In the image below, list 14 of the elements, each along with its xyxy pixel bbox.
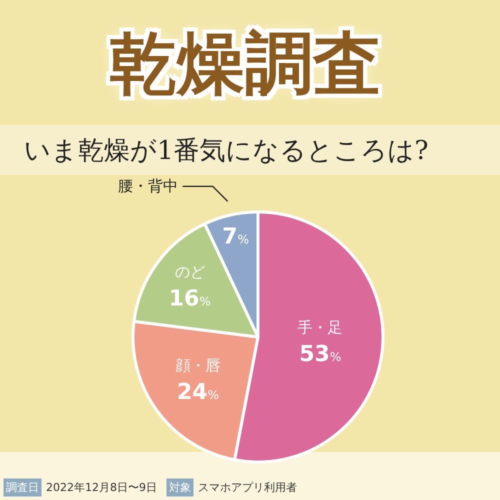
slice-label: 顔・唇 <box>175 356 220 374</box>
text: 調査日 <box>6 481 39 494</box>
chart-title: 乾燥調査 <box>109 25 381 104</box>
text: スマホアプリ利用者 <box>198 481 297 494</box>
chart-subtitle: いま乾燥が1番気になるところは? <box>24 136 428 166</box>
slice-label: 手・足 <box>298 318 343 337</box>
data-label: 24% <box>176 380 219 405</box>
data-label: 53% <box>299 342 342 368</box>
text: 2022年12月8日〜9日 <box>46 481 157 494</box>
slice-label: 腰・背中 <box>118 177 178 195</box>
data-label: 16% <box>168 286 211 312</box>
text: 対象 <box>169 481 191 494</box>
slice-label: のど <box>174 263 205 282</box>
data-label: 7% <box>222 224 249 250</box>
